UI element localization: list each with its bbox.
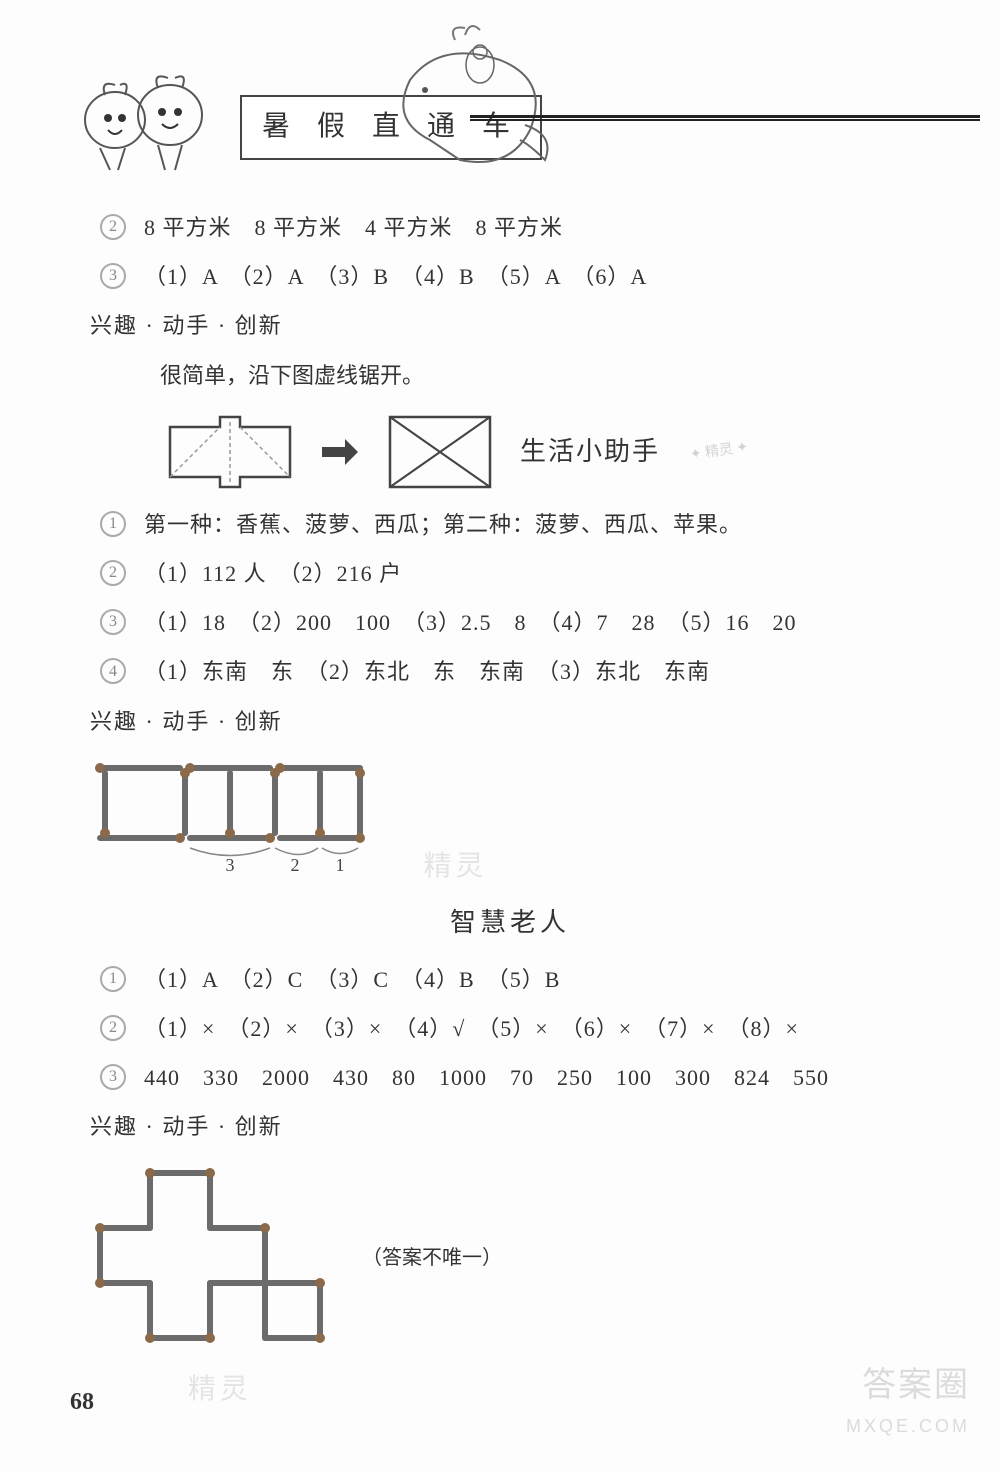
stamp-decor: ✦ 精灵 ✦ <box>689 437 750 467</box>
watermark-url: MXQE.COM <box>846 1412 970 1441</box>
helper-row-1: 1 第一种：香蕉、菠萝、西瓜；第二种：菠萝、西瓜、苹果。 <box>100 507 920 542</box>
number-badge-1: 1 <box>100 511 126 537</box>
ghost-watermark: 精灵 <box>424 845 488 890</box>
answer-text: （1）× （2）× （3）× （4）√ （5）× （6）× （7）× （8）× <box>144 1011 920 1046</box>
number-badge-4: 4 <box>100 658 126 684</box>
answer-text: （1）112 人 （2）216 户 <box>144 556 920 591</box>
section-label: 兴趣 · 动手 · 创新 <box>90 1109 920 1144</box>
answer-text: （1）东南 东 （2）东北 东 东南 （3）东北 东南 <box>144 654 920 689</box>
answer-text: （1）A （2）A （3）B （4）B （5）A （6）A <box>144 259 920 294</box>
answer-text: 440 330 2000 430 80 1000 70 250 100 300 … <box>144 1060 920 1095</box>
svg-text:3: 3 <box>226 855 235 873</box>
matchstick-diagram-2: （答案不唯一） <box>90 1158 920 1358</box>
saw-diagram-right <box>380 407 500 497</box>
number-badge-3: 3 <box>100 263 126 289</box>
wise-row-3: 3 440 330 2000 430 80 1000 70 250 100 30… <box>100 1060 920 1095</box>
wise-row-2: 2 （1）× （2）× （3）× （4）√ （5）× （6）× （7）× （8）… <box>100 1011 920 1046</box>
number-badge-1: 1 <box>100 966 126 992</box>
page-number: 68 <box>70 1383 94 1421</box>
answer-row-3: 3 （1）A （2）A （3）B （4）B （5）A （6）A <box>100 259 920 294</box>
number-badge-3: 3 <box>100 609 126 635</box>
answer-note: （答案不唯一） <box>362 1242 502 1274</box>
watermark: 答案圈 MXQE.COM <box>846 1358 970 1441</box>
helper-heading: 生活小助手 <box>520 431 660 473</box>
section-label: 兴趣 · 动手 · 创新 <box>90 308 920 343</box>
helper-row-2: 2 （1）112 人 （2）216 户 <box>100 556 920 591</box>
answer-text: 第一种：香蕉、菠萝、西瓜；第二种：菠萝、西瓜、苹果。 <box>144 507 920 542</box>
number-badge-3: 3 <box>100 1064 126 1090</box>
answer-text: （1）18 （2）200 100 （3）2.5 8 （4）7 28 （5）16 … <box>144 605 920 640</box>
svg-text:1: 1 <box>336 855 345 873</box>
mascot-illustration <box>70 60 230 180</box>
ghost-watermark: 精灵 <box>188 1368 252 1413</box>
helper-row-3: 3 （1）18 （2）200 100 （3）2.5 8 （4）7 28 （5）1… <box>100 605 920 640</box>
header-rule <box>470 115 980 121</box>
number-badge-2: 2 <box>100 560 126 586</box>
svg-text:2: 2 <box>291 855 300 873</box>
arrow-icon <box>320 437 360 467</box>
dolphin-illustration <box>370 20 570 190</box>
matchstick-diagram-1: 3 2 1 精灵 <box>90 753 920 890</box>
content-area: 2 8 平方米 8 平方米 4 平方米 8 平方米 3 （1）A （2）A （3… <box>90 210 920 1413</box>
answer-text: 8 平方米 8 平方米 4 平方米 8 平方米 <box>144 210 920 245</box>
page-header: 暑 假 直 通 车 <box>90 30 920 180</box>
number-badge-2: 2 <box>100 1015 126 1041</box>
watermark-title: 答案圈 <box>846 1358 970 1412</box>
helper-row-4: 4 （1）东南 东 （2）东北 东 东南 （3）东北 东南 <box>100 654 920 689</box>
saw-diagram-left <box>160 407 300 497</box>
instruction-text: 很简单，沿下图虚线锯开。 <box>100 358 920 393</box>
section-label: 兴趣 · 动手 · 创新 <box>90 704 920 739</box>
wise-row-1: 1 （1）A （2）C （3）C （4）B （5）B <box>100 962 920 997</box>
number-badge-2: 2 <box>100 214 126 240</box>
saw-diagram-row: 生活小助手 ✦ 精灵 ✦ <box>100 407 920 497</box>
answer-text: （1）A （2）C （3）C （4）B （5）B <box>144 962 920 997</box>
wise-heading: 智慧老人 <box>100 902 920 944</box>
answer-row-2: 2 8 平方米 8 平方米 4 平方米 8 平方米 <box>100 210 920 245</box>
